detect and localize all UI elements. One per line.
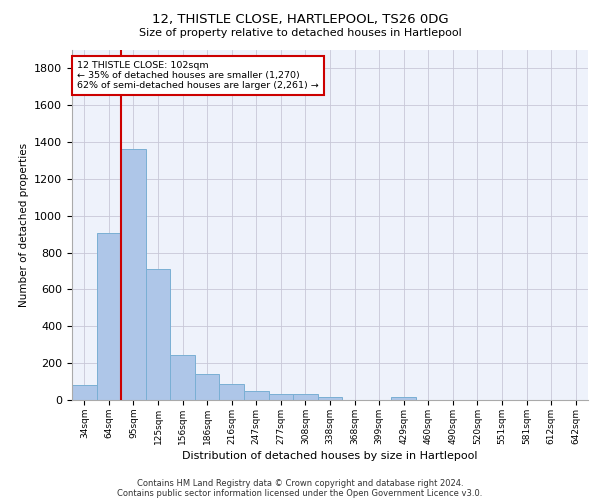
Bar xyxy=(146,269,170,400)
Bar xyxy=(269,394,293,400)
Bar xyxy=(97,234,121,400)
Bar xyxy=(170,355,195,400)
Text: 12 THISTLE CLOSE: 102sqm
← 35% of detached houses are smaller (1,270)
62% of sem: 12 THISTLE CLOSE: 102sqm ← 35% of detach… xyxy=(77,60,319,90)
Bar xyxy=(293,394,318,400)
Bar xyxy=(195,374,220,400)
Bar xyxy=(121,150,146,400)
Bar xyxy=(391,396,416,400)
Text: Size of property relative to detached houses in Hartlepool: Size of property relative to detached ho… xyxy=(139,28,461,38)
Bar xyxy=(72,386,97,400)
Text: Contains HM Land Registry data © Crown copyright and database right 2024.: Contains HM Land Registry data © Crown c… xyxy=(137,478,463,488)
Text: Contains public sector information licensed under the Open Government Licence v3: Contains public sector information licen… xyxy=(118,488,482,498)
Text: 12, THISTLE CLOSE, HARTLEPOOL, TS26 0DG: 12, THISTLE CLOSE, HARTLEPOOL, TS26 0DG xyxy=(152,12,448,26)
Bar xyxy=(244,391,269,400)
Y-axis label: Number of detached properties: Number of detached properties xyxy=(19,143,29,307)
Bar xyxy=(318,396,342,400)
X-axis label: Distribution of detached houses by size in Hartlepool: Distribution of detached houses by size … xyxy=(182,451,478,461)
Bar xyxy=(220,384,244,400)
